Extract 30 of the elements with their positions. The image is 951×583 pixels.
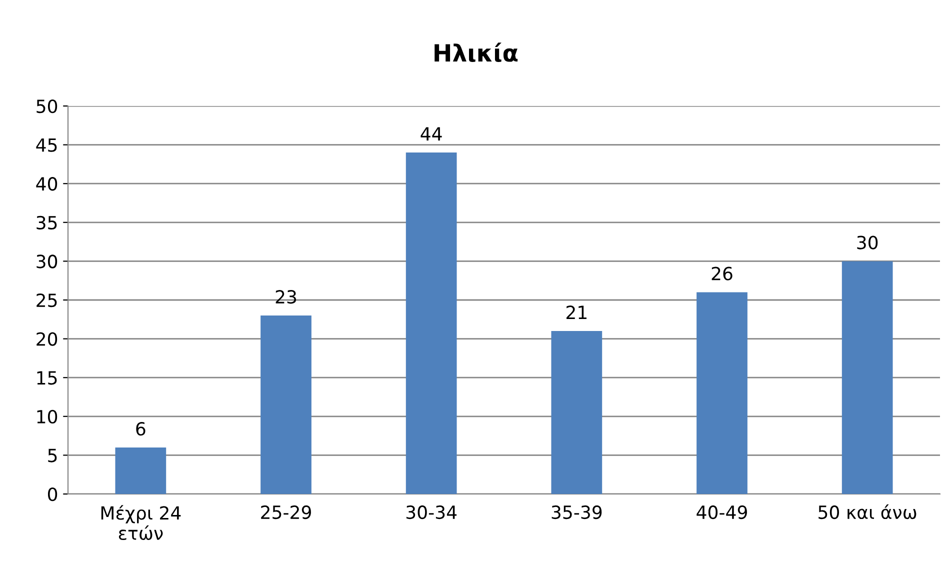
y-tick-label: 30 — [36, 254, 58, 268]
bar — [696, 292, 748, 494]
data-label: 6 — [136, 422, 146, 436]
data-label: 44 — [420, 127, 442, 140]
bar — [842, 261, 893, 494]
bar — [260, 316, 312, 494]
x-tick-label: 35-39 — [552, 505, 602, 520]
data-label: 23 — [276, 290, 296, 304]
y-tick-label: 40 — [36, 177, 58, 191]
x-tick-label: 40-49 — [696, 505, 747, 520]
y-tick-label: 20 — [36, 332, 58, 346]
bar — [551, 331, 602, 494]
y-tick-label: 35 — [36, 216, 57, 230]
bar — [115, 447, 166, 494]
data-label: 21 — [566, 306, 586, 319]
y-tick-label: 10 — [37, 410, 58, 424]
y-tick-label: 5 — [48, 448, 57, 462]
y-tick-label: 50 — [36, 99, 58, 114]
data-label: 26 — [712, 266, 732, 280]
x-tick-label: 25-29 — [261, 505, 311, 520]
y-tick-label: 25 — [36, 293, 57, 308]
chart-title: Ηλικία — [434, 42, 518, 62]
bar — [406, 152, 457, 494]
y-tick-label: 0 — [48, 487, 58, 502]
x-tick-label: 30-34 — [406, 505, 457, 520]
x-tick-label: 50 και άνω — [818, 504, 916, 520]
y-tick-label: 45 — [36, 138, 57, 152]
data-label: 30 — [857, 236, 878, 250]
x-tick-label: Μέχρι 24 ετών — [101, 505, 181, 540]
y-tick-label: 15 — [37, 371, 57, 385]
